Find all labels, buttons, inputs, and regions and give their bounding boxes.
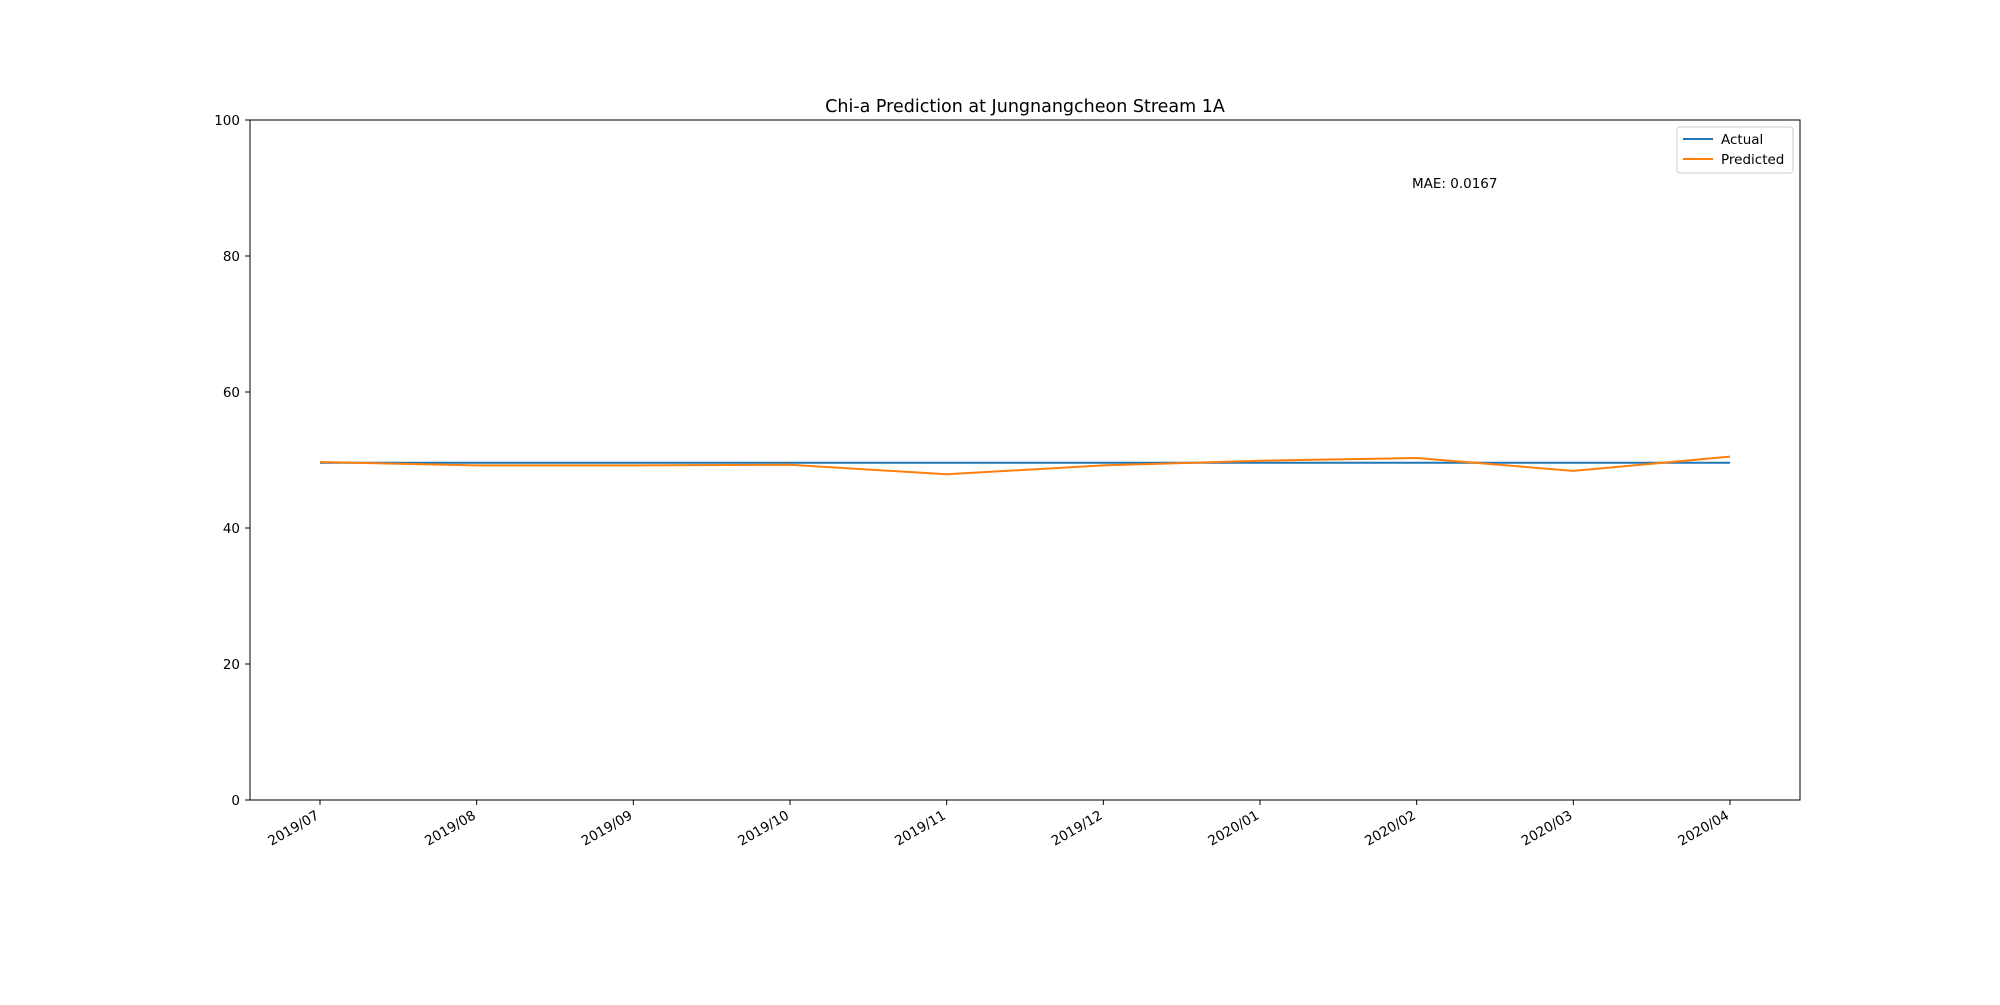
legend-label-predicted: Predicted: [1721, 152, 1784, 168]
y-tick-label: 20: [223, 657, 240, 673]
y-tick-label: 0: [231, 793, 240, 809]
legend-label-actual: Actual: [1721, 132, 1763, 148]
y-tick-label: 40: [223, 521, 240, 537]
y-tick-label: 80: [223, 249, 240, 265]
chart-title: Chi-a Prediction at Jungnangcheon Stream…: [825, 97, 1225, 117]
y-axis: 0 20 40 60 80 100: [214, 113, 250, 809]
plot-frame: [249, 119, 1801, 801]
series-layer: [319, 455, 1731, 476]
legend: Actual Predicted: [1676, 126, 1794, 174]
y-tick-label: 60: [223, 385, 240, 401]
y-tick-label: 100: [214, 113, 240, 129]
mae-annotation: MAE: 0.0167: [1412, 176, 1498, 192]
series-line-predicted: [319, 455, 1731, 476]
